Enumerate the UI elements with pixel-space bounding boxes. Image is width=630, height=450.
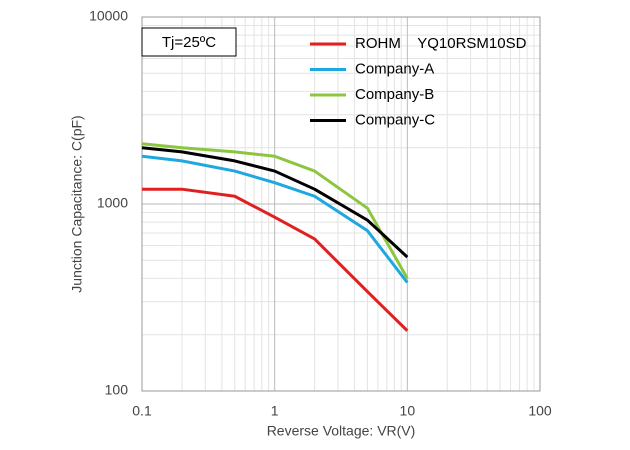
plot-frame [141,16,541,392]
legend-label: ROHM YQ10RSM10SD [355,35,527,52]
legend: ROHM YQ10RSM10SD Company-A Company-B Compan… [310,35,527,128]
x-tick-label: 100 [528,403,552,419]
legend-label: Company-B [355,86,434,103]
y-tick-label: 10000 [89,8,128,24]
y-tick-label: 100 [105,382,129,398]
series-line [141,154,409,284]
x-tick-label: 0.1 [132,403,152,419]
legend-label: Company-C [355,111,435,128]
series-line [142,187,409,332]
annotation-box [141,27,237,57]
series-line [141,146,409,259]
series-lines [141,142,409,332]
x-axis-label: Reverse Voltage: VR(V) [267,423,416,439]
legend-label: Company-A [355,60,434,77]
y-axis-label: Junction Capacitance: C(pF) [69,115,85,292]
x-tick-label: 1 [271,403,279,419]
y-tick-label: 1000 [97,195,128,211]
series-line [141,142,409,280]
annotation: Tj=25ºC [162,34,216,51]
x-tick-label: 10 [400,403,416,419]
